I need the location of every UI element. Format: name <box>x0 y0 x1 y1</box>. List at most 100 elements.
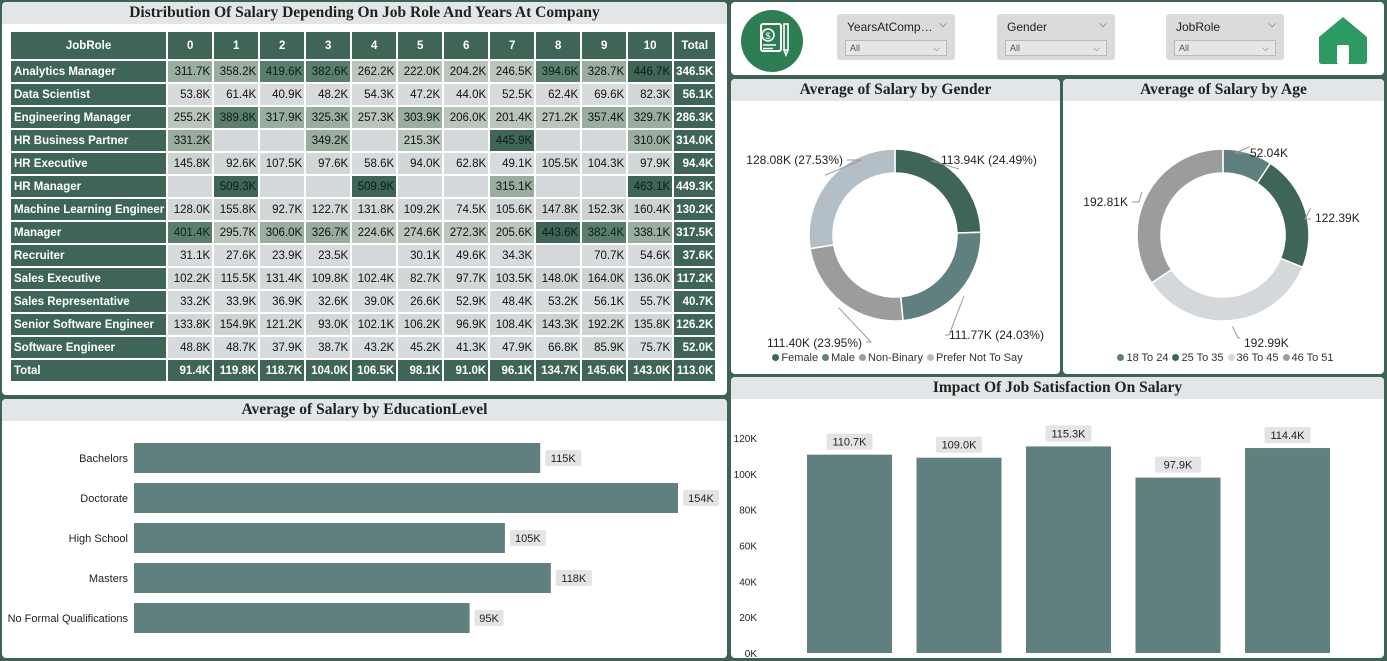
legend-item[interactable]: 36 To 45 <box>1237 352 1279 364</box>
gender-donut-chart: 113.94K (24.49%)111.77K (24.03%)111.40K … <box>731 101 1060 356</box>
table-cell: 98.1K <box>398 360 442 381</box>
chevron-down-icon[interactable]: ⌵ <box>1268 19 1276 30</box>
table-cell: 104.3K <box>582 153 626 174</box>
column-header-0[interactable]: 0 <box>168 32 212 59</box>
table-cell: 224.6K <box>352 222 396 243</box>
table-cell: 463.1K <box>628 176 672 197</box>
x-tick-label: Satisfied <box>1045 656 1091 658</box>
table-cell: 349.2K <box>306 130 350 151</box>
table-row[interactable]: Engineering Manager 255.2K 389.8K 317.9K 325… <box>11 107 715 128</box>
column-header-7[interactable]: 7 <box>490 32 534 59</box>
jobrole-slicer-dropdown[interactable]: All ⌵ <box>1174 40 1276 56</box>
table-cell: 93.0K <box>306 314 350 335</box>
table-row[interactable]: HR Executive 145.8K 92.6K 107.5K 97.6K 58.6K 9… <box>11 153 715 174</box>
donut-slice <box>810 245 903 321</box>
table-row[interactable]: Sales Executive 102.2K 115.5K 131.4K 109.8K 1… <box>11 268 715 289</box>
table-row[interactable]: Sales Representative 33.2K 33.9K 36.9K 32.6K… <box>11 291 715 312</box>
table-row[interactable]: HR Business Partner 331.2K 349.2K 215.3K 445… <box>11 130 715 151</box>
table-cell: 82.7K <box>398 268 442 289</box>
data-label: 128.08K (27.53%) <box>746 153 843 167</box>
table-cell: 48.4K <box>490 291 534 312</box>
table-row[interactable]: Senior Software Engineer 133.8K 154.9K 121.… <box>11 314 715 335</box>
table-cell: 85.9K <box>582 337 626 358</box>
data-label: 95K <box>479 613 499 625</box>
column-header-4[interactable]: 4 <box>352 32 396 59</box>
legend-item[interactable]: Female <box>781 352 818 364</box>
column-header-6[interactable]: 6 <box>444 32 488 59</box>
age-donut-chart: 52.04K122.39K192.99K192.81K <box>1063 101 1384 356</box>
category-label: Masters <box>89 573 129 585</box>
chevron-down-icon[interactable]: ⌵ <box>1099 19 1107 30</box>
legend-item[interactable]: Prefer Not To Say <box>936 352 1023 364</box>
table-cell: 102.2K <box>168 268 212 289</box>
data-label: 154K <box>688 493 714 505</box>
table-cell: 48.7K <box>214 337 258 358</box>
chevron-down-icon[interactable]: ⌵ <box>939 19 947 30</box>
bar <box>134 483 678 513</box>
table-row[interactable]: Software Engineer 48.8K 48.7K 37.9K 38.7K 43.… <box>11 337 715 358</box>
data-label: 118K <box>561 573 587 585</box>
table-cell: 315.1K <box>490 176 534 197</box>
table-row[interactable]: Data Scientist 53.8K 61.4K 40.9K 48.2K 54.3K 4… <box>11 84 715 105</box>
legend-item[interactable]: 46 To 51 <box>1292 352 1334 364</box>
table-cell: 23.5K <box>306 245 350 266</box>
table-cell <box>536 130 580 151</box>
column-header-10[interactable]: 10 <box>628 32 672 59</box>
total-row[interactable]: Total 91.4K 119.8K 118.7K 104.0K 106.5K 98.1K 9… <box>11 360 715 381</box>
table-cell <box>168 176 212 197</box>
table-cell: 96.9K <box>444 314 488 335</box>
table-cell: 47.2K <box>398 84 442 105</box>
table-cell: 34.3K <box>490 245 534 266</box>
table-cell: 70.7K <box>582 245 626 266</box>
education-bar-panel: Average of Salary by EducationLevel Bach… <box>2 399 727 658</box>
legend-item[interactable]: Non-Binary <box>868 352 923 364</box>
legend-item[interactable]: 18 To 24 <box>1126 352 1168 364</box>
column-header-8[interactable]: 8 <box>536 32 580 59</box>
table-cell: 45.2K <box>398 337 442 358</box>
years-at-company-slicer[interactable]: YearsAtCompa... ⌵ All ⌵ <box>837 14 955 60</box>
legend-marker <box>1117 354 1124 361</box>
column-header-total[interactable]: Total <box>674 32 715 59</box>
legend-marker <box>822 354 829 361</box>
table-cell: 30.1K <box>398 245 442 266</box>
data-label: 192.99K <box>1244 336 1289 350</box>
category-label: No Formal Qualifications <box>8 613 129 625</box>
table-row[interactable]: Manager 401.4K 295.7K 306.0K 326.7K 224.6K 274… <box>11 222 715 243</box>
home-icon[interactable] <box>1317 15 1369 70</box>
table-row[interactable]: Recruiter 31.1K 27.6K 23.9K 23.5K 30.1K 49.6K 3… <box>11 245 715 266</box>
row-header: Engineering Manager <box>11 107 166 128</box>
table-cell: 134.7K <box>536 360 580 381</box>
table-row[interactable]: Machine Learning Engineer 128.0K 155.8K 92.… <box>11 199 715 220</box>
legend-item[interactable]: Male <box>831 352 855 364</box>
legend-item[interactable]: 25 To 35 <box>1181 352 1223 364</box>
donut-slice <box>1137 149 1223 283</box>
years-slicer-dropdown[interactable]: All ⌵ <box>845 40 947 56</box>
y-tick-label: 0K <box>745 649 758 658</box>
row-total-cell: 40.7K <box>674 291 715 312</box>
table-cell: 274.6K <box>398 222 442 243</box>
data-label: 97.9K <box>1164 460 1193 472</box>
x-tick-label: Neutral <box>940 656 979 658</box>
gender-slicer-dropdown[interactable]: All ⌵ <box>1005 40 1107 56</box>
table-cell: 49.1K <box>490 153 534 174</box>
gender-slicer[interactable]: Gender ⌵ All ⌵ <box>997 14 1115 60</box>
column-header-1[interactable]: 1 <box>214 32 258 59</box>
column-header-5[interactable]: 5 <box>398 32 442 59</box>
column-header-9[interactable]: 9 <box>582 32 626 59</box>
column-header-2[interactable]: 2 <box>260 32 304 59</box>
column-header-3[interactable]: 3 <box>306 32 350 59</box>
chevron-down-icon: ⌵ <box>1262 41 1269 55</box>
table-row[interactable]: HR Manager 509.3K 509.9K 315.1K 463.1K 449.3K <box>11 176 715 197</box>
bar <box>134 603 470 633</box>
table-row[interactable]: Analytics Manager 311.7K 358.2K 419.6K 382.6… <box>11 61 715 82</box>
column-header-jobrole[interactable]: JobRole <box>11 32 166 59</box>
table-cell: 62.4K <box>536 84 580 105</box>
table-cell: 97.6K <box>306 153 350 174</box>
table-cell: 41.3K <box>444 337 488 358</box>
table-cell: 61.4K <box>214 84 258 105</box>
table-cell: 36.9K <box>260 291 304 312</box>
table-cell: 255.2K <box>168 107 212 128</box>
jobrole-slicer[interactable]: JobRole ⌵ All ⌵ <box>1166 14 1284 60</box>
leader-line <box>1232 327 1240 338</box>
salary-matrix-panel: Distribution Of Salary Depending On Job … <box>2 2 727 395</box>
